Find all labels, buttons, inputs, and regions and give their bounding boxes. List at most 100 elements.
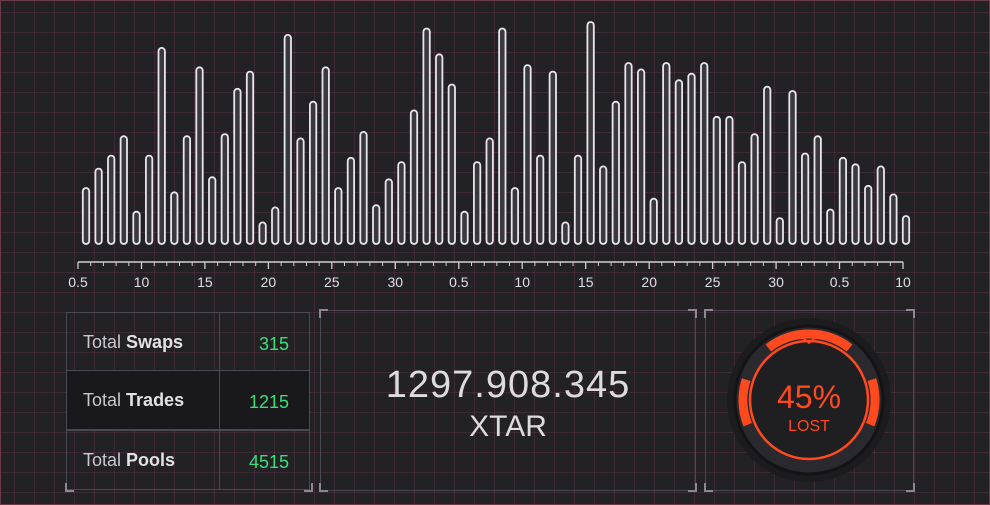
- bar: [195, 66, 204, 245]
- bar: [422, 27, 431, 245]
- corner-bracket: [319, 483, 328, 492]
- stat-label-prefix: Total: [83, 390, 122, 410]
- bar: [700, 62, 709, 245]
- bar: [245, 70, 255, 245]
- bar: [826, 208, 835, 245]
- bar: [851, 163, 860, 245]
- bar: [170, 191, 179, 245]
- gauge-inner-ring: [748, 339, 870, 461]
- x-tick-label: 20: [641, 274, 657, 290]
- x-tick-label: 10: [895, 274, 911, 290]
- bar: [876, 165, 885, 245]
- stat-label-name: Swaps: [126, 332, 184, 352]
- bar: [308, 100, 318, 245]
- bar: [624, 62, 633, 245]
- bar: [561, 221, 570, 245]
- bar: [296, 137, 305, 245]
- x-tick-label: 15: [197, 274, 213, 290]
- bar-series: [81, 21, 911, 245]
- bar: [599, 165, 608, 245]
- bar: [674, 79, 684, 245]
- bar: [460, 210, 469, 245]
- x-tick-label: 25: [705, 274, 721, 290]
- bar: [409, 109, 419, 245]
- corner-bracket: [688, 483, 697, 492]
- stat-label-prefix: Total: [83, 450, 122, 470]
- bar: [813, 135, 822, 245]
- bar: [637, 68, 646, 245]
- bar: [233, 87, 242, 245]
- bar: [119, 135, 128, 245]
- x-tick-label: 30: [768, 274, 784, 290]
- bar: [523, 64, 532, 245]
- x-tick-label: 10: [134, 274, 150, 290]
- stat-row-swaps: Total Swaps 315: [66, 312, 310, 372]
- corner-bracket: [65, 483, 74, 492]
- x-tick-label: 20: [261, 274, 277, 290]
- stat-label-name: Pools: [126, 450, 176, 470]
- bar: [397, 161, 406, 245]
- bar: [271, 206, 280, 245]
- gauge-percent: 45%: [777, 379, 841, 415]
- x-tick-label: 0.5: [449, 274, 469, 290]
- corner-bracket: [704, 309, 713, 318]
- column-divider: [219, 313, 220, 371]
- bar: [775, 217, 784, 245]
- stat-label: Total Swaps: [83, 313, 183, 371]
- bar: [712, 115, 721, 245]
- bar: [94, 167, 103, 245]
- stat-row-pools: Total Pools 4515: [66, 430, 310, 490]
- loss-gauge-panel: 45% LOST: [704, 309, 915, 492]
- bar: [498, 27, 507, 245]
- x-tick-label: 0.5: [68, 274, 88, 290]
- bar: [435, 53, 444, 245]
- balance-amount: 1297.908.345: [385, 364, 631, 406]
- column-divider: [219, 371, 220, 429]
- balance-unit: XTAR: [469, 410, 547, 443]
- bar-chart: 0.5 10 15 20 25 30 0.5 10 15 20 25 30 0.5 10: [68, 21, 911, 290]
- corner-bracket: [704, 483, 713, 492]
- bar: [472, 161, 482, 245]
- bar: [725, 115, 734, 245]
- bar: [157, 47, 166, 245]
- stat-value: 4515: [248, 452, 289, 472]
- gauge-arc-right: [865, 378, 880, 427]
- bar: [662, 62, 671, 245]
- column-divider: [219, 431, 220, 489]
- bar: [838, 156, 848, 245]
- bar: [132, 210, 141, 245]
- bar: [107, 154, 116, 245]
- bar: [384, 178, 393, 245]
- bar: [81, 187, 91, 245]
- bar: [889, 193, 898, 245]
- bar: [346, 156, 356, 245]
- bar: [334, 187, 343, 245]
- bar: [611, 100, 620, 245]
- bar: [536, 154, 545, 245]
- bar: [208, 176, 217, 245]
- bar: [573, 154, 583, 245]
- bar: [485, 137, 494, 245]
- bar: [763, 85, 772, 245]
- gauge-status: LOST: [788, 418, 830, 435]
- gauge-frame: [705, 310, 914, 491]
- x-tick-label: 30: [388, 274, 404, 290]
- stat-label: Total Trades: [83, 371, 184, 429]
- bar: [510, 187, 520, 245]
- bar: [737, 161, 747, 245]
- bar: [321, 66, 330, 245]
- bar: [447, 83, 456, 245]
- stat-label-prefix: Total: [83, 332, 122, 352]
- bar: [649, 197, 658, 245]
- corner-bracket: [304, 483, 313, 492]
- corner-bracket: [688, 309, 697, 318]
- bar: [901, 215, 911, 245]
- stats-panel: Total Swaps 315 Total Trades 1215 Total …: [65, 310, 313, 492]
- bar: [220, 133, 229, 245]
- gauge-arc-top: [765, 329, 853, 352]
- corner-bracket: [906, 309, 915, 318]
- stat-value: 1215: [248, 392, 289, 412]
- corner-bracket: [319, 309, 328, 318]
- bar: [586, 21, 595, 245]
- bar: [359, 130, 368, 245]
